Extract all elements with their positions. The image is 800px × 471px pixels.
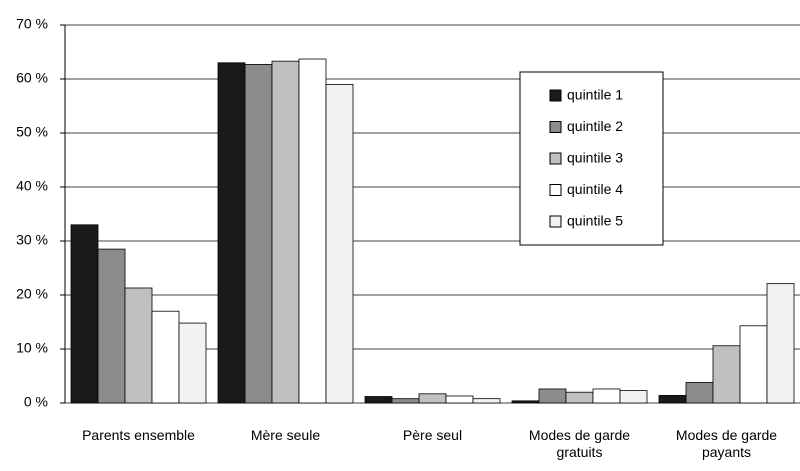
y-tick-label: 40 % bbox=[16, 178, 48, 194]
bar bbox=[70, 224, 99, 404]
bar bbox=[565, 391, 594, 404]
bar bbox=[511, 400, 540, 404]
y-tick-label: 70 % bbox=[16, 16, 48, 32]
bar bbox=[685, 382, 714, 404]
y-tick-label: 0 % bbox=[24, 394, 48, 410]
bar bbox=[712, 345, 741, 404]
bar bbox=[658, 395, 687, 404]
bar bbox=[325, 84, 354, 404]
bar bbox=[151, 310, 180, 404]
bar bbox=[391, 398, 420, 404]
bar bbox=[472, 398, 501, 404]
legend-label: quintile 1 bbox=[567, 87, 623, 103]
bar bbox=[538, 388, 567, 404]
bar bbox=[97, 248, 126, 404]
bar bbox=[124, 287, 153, 404]
x-tick-label: Mère seule bbox=[250, 427, 321, 443]
bar bbox=[364, 396, 393, 404]
bar bbox=[445, 395, 474, 404]
legend-box bbox=[519, 71, 664, 246]
y-tick-label: 60 % bbox=[16, 70, 48, 86]
x-tick-label: Parents ensemble bbox=[82, 427, 195, 443]
y-tick-label: 10 % bbox=[16, 340, 48, 356]
legend-swatch bbox=[549, 89, 562, 102]
y-tick-label: 20 % bbox=[16, 286, 48, 302]
bar bbox=[298, 58, 327, 404]
bar bbox=[418, 393, 447, 404]
legend-label: quintile 5 bbox=[567, 213, 623, 229]
bar bbox=[592, 388, 621, 404]
y-tick-label: 30 % bbox=[16, 232, 48, 248]
bar bbox=[244, 64, 273, 404]
legend-label: quintile 3 bbox=[567, 150, 623, 166]
x-tick-label: Modes de garde payants bbox=[675, 427, 778, 460]
legend-swatch bbox=[549, 184, 562, 196]
bar bbox=[271, 60, 300, 404]
bar bbox=[217, 62, 246, 404]
bar bbox=[619, 390, 648, 404]
y-tick-label: 50 % bbox=[16, 124, 48, 140]
legend-swatch bbox=[549, 121, 562, 133]
bar bbox=[178, 322, 207, 404]
bar bbox=[739, 325, 768, 404]
x-tick-label: Père seul bbox=[402, 427, 463, 443]
legend-label: quintile 4 bbox=[567, 181, 623, 197]
bar bbox=[766, 283, 795, 404]
x-tick-label: Modes de garde gratuits bbox=[528, 427, 631, 460]
legend-swatch bbox=[549, 152, 562, 165]
legend-swatch bbox=[549, 215, 562, 228]
legend-label: quintile 2 bbox=[567, 118, 623, 134]
